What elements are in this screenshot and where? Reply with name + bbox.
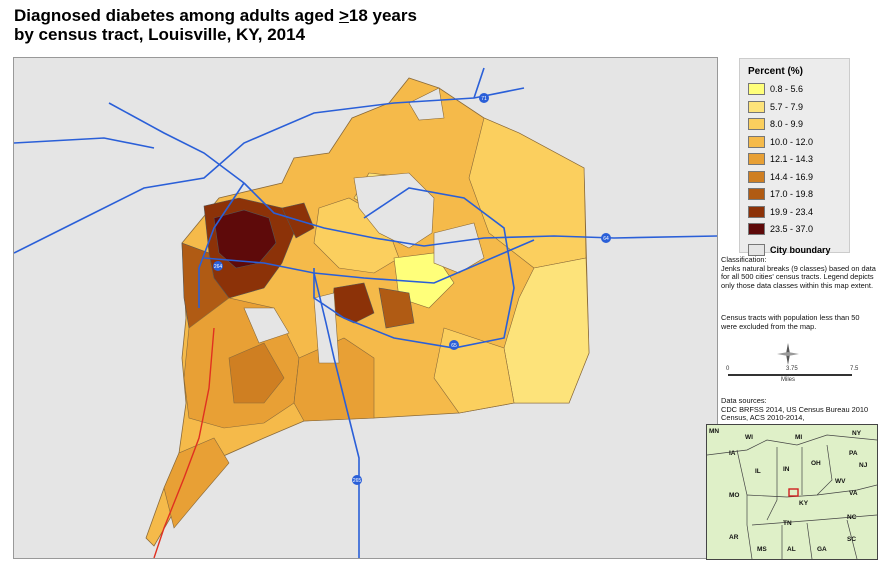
inset-state-label: MN [709,428,719,435]
inset-map-canvas: MN WI MI NY IA PA IL IN OH NJ MO WV KY VA TN NC AR MS AL GA… [707,428,877,559]
sources-text: CDC BRFSS 2014, US Census Bureau 2010 Ce… [721,404,869,423]
legend-swatch [748,153,765,165]
inset-locator-map: MN WI MI NY IA PA IL IN OH NJ MO WV KY VA TN NC AR MS AL GA… [706,424,878,560]
north-arrow-icon [775,343,801,365]
highway-shield-label: 265 [353,478,362,484]
scale-label-0: 0 [726,366,730,372]
highways [14,67,717,558]
legend-swatch [748,188,765,200]
legend-swatch [748,243,765,256]
legend-label: 10.0 - 12.0 [770,136,814,147]
inset-state-label: NC [847,514,857,521]
inset-state-label: SC [847,536,856,543]
choropleth-map[interactable]: 71 64 264 65 265 [13,57,718,559]
classification-note: Classification: Jenks natural breaks (9 … [721,255,877,290]
inset-state-label: MI [795,434,802,441]
legend-label: 0.8 - 5.6 [770,84,804,94]
legend-swatch [748,118,765,130]
sources-heading: Data sources: [721,396,767,405]
inset-state-label: PA [849,450,858,457]
inset-state-label: AL [787,546,796,553]
inset-state-label: AR [729,534,739,541]
legend-swatch [748,170,765,183]
inset-state-label: IN [783,466,790,473]
inset-state-label: NY [852,430,862,437]
inset-state-label: KY [799,500,809,507]
inset-state-label: IA [729,450,736,457]
legend-swatch [748,135,765,148]
scale-label-mid: 3.75 [786,366,798,372]
legend-swatch [748,83,765,95]
highway-shield-label: 64 [603,236,609,242]
legend-label: 14.4 - 16.9 [770,171,814,182]
highway-shields: 71 64 264 65 265 [213,93,611,485]
title-line1-text: Diagnosed diabetes among adults aged [14,6,339,25]
legend-label: 5.7 - 7.9 [770,101,804,112]
inset-state-label: VA [849,490,858,497]
inset-state-label: TN [783,520,792,527]
title-line1-suffix: 18 years [348,6,417,25]
railroad [153,327,215,558]
inset-state-label: NJ [859,462,868,469]
legend-swatch [748,100,765,113]
legend-label: 23.5 - 37.0 [770,224,814,234]
inset-state-label: OH [811,460,821,467]
classification-heading: Classification: [721,255,767,264]
legend-label: 19.9 - 23.4 [770,206,814,217]
scale-bar: 0 3.75 7.5 Miles [726,366,859,388]
legend-swatch [748,205,765,218]
legend-label: 17.0 - 19.8 [770,189,814,199]
inset-state-label: IL [755,468,761,475]
legend-label: 8.0 - 9.9 [770,119,804,129]
legend-swatch [748,223,765,235]
inset-state-label: MO [729,492,739,499]
inset-state-label: GA [817,546,827,553]
highway-shield-label: 71 [481,96,487,102]
scale-unit: Miles [781,377,796,383]
legend-label: City boundary [770,244,831,255]
scale-label-max: 7.5 [850,366,859,372]
inset-state-label: MS [757,546,767,553]
county-tracts [145,77,590,547]
highway-shield-label: 264 [214,264,223,270]
title-line2: by census tract, Louisville, KY, 2014 [14,25,306,44]
highway-shield-label: 65 [451,343,457,349]
map-canvas: 71 64 264 65 265 [14,67,717,558]
title-ge-symbol: > [338,6,349,25]
legend-label: 12.1 - 14.3 [770,154,814,164]
legend-title: Percent (%) [748,66,804,77]
map-title: Diagnosed diabetes among adults aged >18… [14,6,417,44]
exclusion-note: Census tracts with population less than … [721,313,860,331]
inset-state-label: WV [835,478,846,485]
classification-text: Jenks natural breaks (9 classes) based o… [721,263,876,290]
data-sources: Data sources: CDC BRFSS 2014, US Census … [721,396,877,423]
inset-state-label: WI [745,434,753,441]
